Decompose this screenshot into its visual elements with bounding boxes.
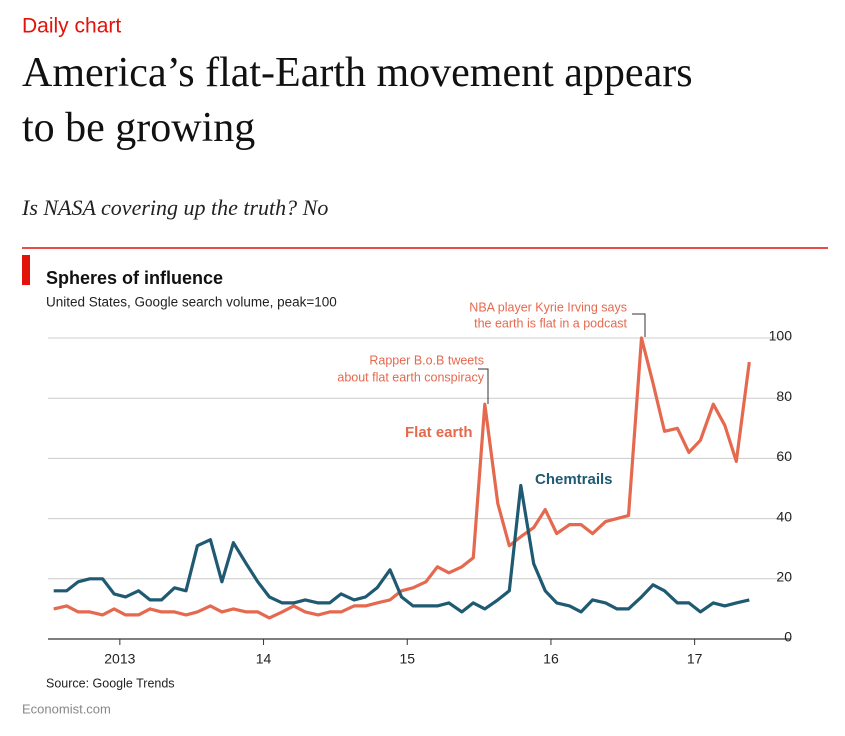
x-tick-label: 14 (256, 651, 272, 667)
annotation-leader (632, 313, 646, 337)
y-tick-label: 80 (776, 388, 792, 404)
subtitle: Is NASA covering up the truth? No (21, 195, 328, 220)
annotation: NBA player Kyrie Irving says (469, 300, 627, 314)
series-line (53, 483, 750, 614)
chart-title: Spheres of influence (46, 268, 223, 288)
title: America’s flat-Earth movement appears to … (22, 50, 693, 151)
y-tick-label: 100 (769, 328, 793, 344)
credit: Economist.com (22, 701, 111, 716)
y-tick-label: 60 (776, 448, 792, 464)
y-tick-label: 20 (776, 569, 792, 585)
annotation: about flat earth conspiracy (337, 370, 484, 384)
x-tick-label: 17 (687, 651, 703, 667)
x-tick-label: 15 (399, 651, 415, 667)
y-tick-label: 0 (784, 629, 792, 645)
source: Source: Google Trends (46, 676, 175, 690)
x-tick-label: 2013 (104, 651, 135, 667)
x-tick-label: 16 (543, 651, 559, 667)
y-tick-label: 40 (776, 508, 792, 524)
annotation-leader (478, 368, 489, 404)
series-label: Chemtrails (535, 471, 613, 488)
annotation: Rapper B.o.B tweets (369, 353, 484, 367)
rule-tag (22, 255, 30, 285)
kicker: Daily chart (22, 15, 121, 38)
chart-subtitle: United States, Google search volume, pea… (46, 295, 337, 310)
series-label: Flat earth (405, 424, 473, 441)
series-line (53, 336, 751, 620)
annotation: the earth is flat in a podcast (474, 316, 627, 330)
